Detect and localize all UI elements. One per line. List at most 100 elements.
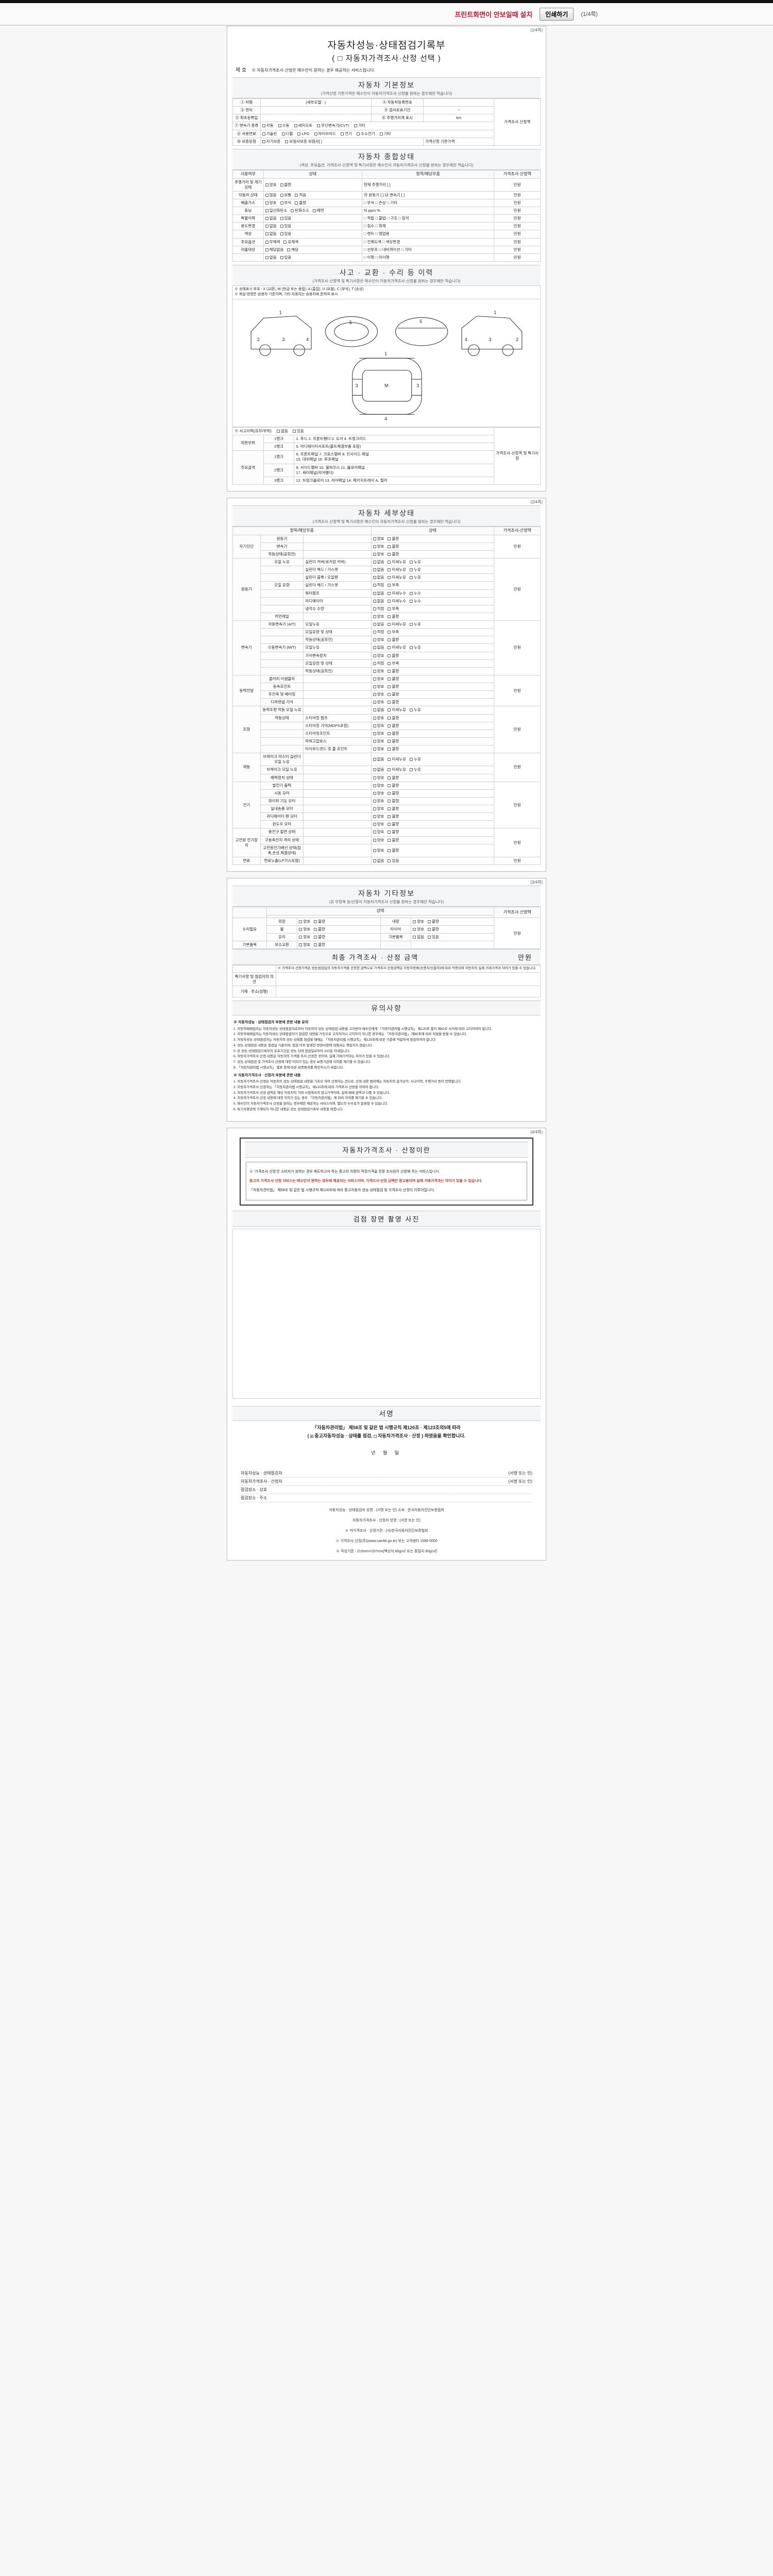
- detail-state-7-2-opt-0[interactable]: 양호: [373, 848, 384, 853]
- checkbox-icon[interactable]: [373, 615, 376, 618]
- etc-state2-2-opt-1[interactable]: 있음: [428, 935, 439, 940]
- checkbox-icon[interactable]: [265, 217, 268, 221]
- detail-state-4-1[interactable]: 양호 불량: [371, 714, 495, 722]
- detail-state-3-2-opt-0[interactable]: 양호: [373, 692, 384, 697]
- detail-state-2-0-opt-0[interactable]: 없음: [373, 622, 384, 627]
- overall-state-9-opt-0[interactable]: 없음: [265, 255, 277, 260]
- checkbox-icon[interactable]: [373, 654, 376, 657]
- etc-state-3[interactable]: 양호 불량: [297, 941, 381, 950]
- etc-state2-2-opt-0[interactable]: 없음: [413, 935, 424, 940]
- overall-state-2-opt-0[interactable]: 양호: [265, 200, 277, 206]
- detail-state-2-5-opt-0[interactable]: 적정: [373, 661, 384, 666]
- cell-inspect-value[interactable]: ~: [423, 106, 495, 115]
- checkbox-icon[interactable]: [373, 584, 376, 587]
- detail-state-4-4-opt-0[interactable]: 양호: [373, 739, 384, 744]
- detail-state-4-5[interactable]: 양호 불량: [371, 745, 495, 754]
- detail-state-1-0-opt-2[interactable]: 누유: [410, 560, 421, 565]
- checkbox-icon[interactable]: [373, 607, 376, 611]
- checkbox-icon[interactable]: [428, 928, 431, 931]
- fuel-opt-2[interactable]: LPG: [297, 131, 309, 137]
- checkbox-icon[interactable]: [379, 132, 383, 135]
- detail-state-4-2-opt-0[interactable]: 양호: [373, 723, 384, 728]
- detail-state-8-0-opt-1[interactable]: 있음: [388, 858, 399, 863]
- detail-state-1-6-opt-1[interactable]: 부족: [388, 606, 399, 612]
- detail-state-3-2-opt-1[interactable]: 불량: [388, 692, 399, 697]
- detail-state-3-0-opt-0[interactable]: 양호: [373, 676, 384, 682]
- checkbox-icon[interactable]: [388, 568, 391, 572]
- checkbox-icon[interactable]: [410, 599, 413, 603]
- overall-state-4-opt-0[interactable]: 없음: [265, 216, 277, 221]
- checkbox-icon[interactable]: [295, 201, 298, 205]
- detail-state-4-0-opt-0[interactable]: 없음: [373, 707, 384, 713]
- detail-state-3-2[interactable]: 양호 불량: [371, 690, 495, 699]
- detail-state-6-1-opt-0[interactable]: 양호: [373, 791, 384, 796]
- checkbox-icon[interactable]: [388, 599, 391, 603]
- checkbox-icon[interactable]: [373, 638, 376, 642]
- overall-item-7[interactable]: □ 전체도색 □ 색상변경: [361, 238, 495, 246]
- detail-price-6[interactable]: 만원: [494, 781, 541, 829]
- signature-date[interactable]: 년 월 일: [371, 1450, 402, 1455]
- checkbox-icon[interactable]: [410, 568, 413, 572]
- cell-trans-options[interactable]: 자동 수동 세미오토 무단변속기(CVT) 기타: [260, 122, 495, 130]
- overall-price-3[interactable]: 만원: [494, 207, 541, 215]
- checkbox-icon[interactable]: [388, 631, 391, 634]
- checkbox-icon[interactable]: [373, 739, 376, 743]
- detail-state-2-4-opt-0[interactable]: 양호: [373, 653, 384, 658]
- detail-state-2-2[interactable]: 양호 불량: [371, 636, 495, 645]
- overall-price-5[interactable]: 만원: [494, 222, 541, 231]
- detail-state-1-7-opt-1[interactable]: 불량: [388, 614, 399, 619]
- detail-state-2-3[interactable]: 없음 미세누유 누유: [371, 643, 495, 652]
- detail-state-5-2-opt-1[interactable]: 불량: [388, 775, 399, 781]
- detail-state-6-5[interactable]: 양호 불량: [371, 820, 495, 829]
- detail-state-0-1-opt-1[interactable]: 불량: [388, 544, 399, 549]
- checkbox-icon[interactable]: [373, 859, 376, 862]
- detail-state-6-3-opt-0[interactable]: 양호: [373, 806, 384, 811]
- checkbox-icon[interactable]: [280, 217, 283, 221]
- detail-state-5-1-opt-0[interactable]: 없음: [373, 767, 384, 772]
- checkbox-icon[interactable]: [388, 849, 391, 852]
- overall-state-0-opt-1[interactable]: 불량: [280, 182, 291, 188]
- detail-state-1-5-opt-1[interactable]: 미세누수: [388, 599, 406, 604]
- checkbox-icon[interactable]: [410, 758, 413, 761]
- detail-state-5-0-opt-0[interactable]: 없음: [373, 757, 384, 762]
- overall-state-8-opt-0[interactable]: 해당없음: [265, 247, 283, 252]
- checkbox-icon[interactable]: [388, 768, 391, 772]
- checkbox-icon[interactable]: [373, 545, 376, 548]
- detail-state-1-6[interactable]: 적정 부족: [371, 604, 495, 613]
- checkbox-icon[interactable]: [373, 685, 376, 689]
- etc-state2-1[interactable]: 양호 불량: [411, 925, 495, 934]
- detail-state-4-1-opt-0[interactable]: 양호: [373, 716, 384, 721]
- overall-state-2[interactable]: 양호 부식 불량: [263, 198, 362, 208]
- checkbox-icon[interactable]: [357, 132, 360, 135]
- etc-state-3-opt-0[interactable]: 양호: [299, 942, 310, 947]
- checkbox-icon[interactable]: [373, 768, 376, 772]
- etc-state2-0-opt-1[interactable]: 불량: [428, 919, 439, 924]
- checkbox-icon[interactable]: [388, 799, 391, 803]
- detail-state-1-0-opt-1[interactable]: 미세누유: [388, 560, 406, 565]
- detail-state-1-3-opt-1[interactable]: 부족: [388, 583, 399, 588]
- detail-state-0-0[interactable]: 양호 불량: [371, 534, 495, 543]
- etc-state-2-opt-1[interactable]: 불량: [314, 935, 325, 940]
- checkbox-icon[interactable]: [373, 693, 376, 697]
- checkbox-icon[interactable]: [265, 225, 268, 228]
- checkbox-icon[interactable]: [428, 936, 431, 939]
- detail-state-7-1[interactable]: 양호 불량: [371, 836, 495, 844]
- detail-state-6-4-opt-1[interactable]: 불량: [388, 814, 399, 819]
- overall-state-3[interactable]: 일산화탄소 탄화수소 매연: [263, 207, 362, 215]
- checkbox-icon[interactable]: [388, 654, 391, 657]
- checkbox-icon[interactable]: [373, 732, 376, 735]
- checkbox-icon[interactable]: [373, 831, 376, 834]
- detail-state-2-0-opt-1[interactable]: 미세누유: [388, 622, 406, 627]
- etc-state-2-opt-0[interactable]: 양호: [299, 935, 310, 940]
- overall-state-1-opt-0[interactable]: 많음: [265, 193, 277, 198]
- signature-row-value-1[interactable]: (서명 또는 인): [508, 1479, 532, 1484]
- detail-state-5-2-opt-0[interactable]: 양호: [373, 775, 384, 781]
- detail-state-4-4[interactable]: 양호 불량: [371, 737, 495, 746]
- inner-rank2-items[interactable]: 9. 사이드멤버 10. 휠하우스 11. 플로어패널 17. 쿼터패널(리어휀…: [294, 463, 495, 477]
- overall-item-8[interactable]: □ 선루프 □ 내비게이션 □ 기타: [361, 245, 495, 254]
- etc-state2-0-opt-0[interactable]: 양호: [413, 919, 424, 924]
- detail-state-7-2[interactable]: 양호 불량: [371, 843, 495, 857]
- detail-state-6-0-opt-0[interactable]: 양호: [373, 783, 384, 788]
- overall-state-9[interactable]: 없음 있음: [263, 253, 362, 262]
- checkbox-icon[interactable]: [388, 838, 391, 842]
